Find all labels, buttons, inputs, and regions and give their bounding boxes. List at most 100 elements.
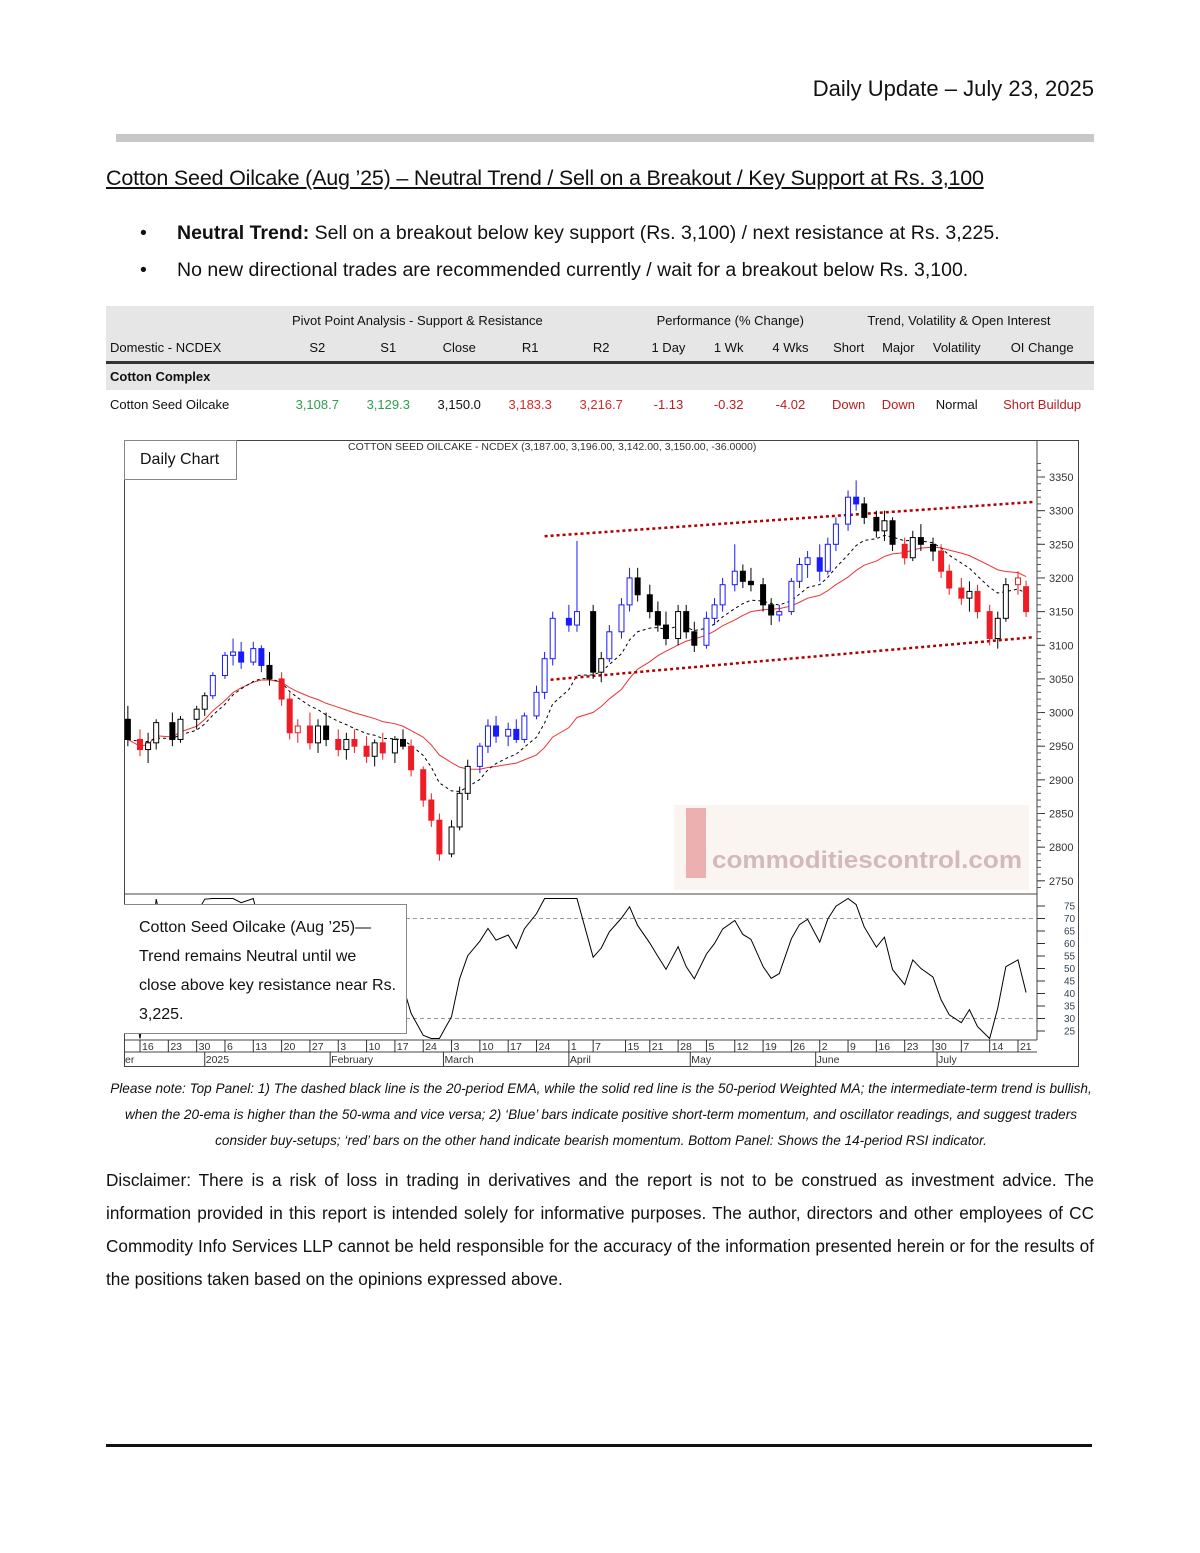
x-tick-label: 21 — [652, 1041, 664, 1053]
lower-text: Please note: Top Panel: 1) The dashed bl… — [106, 1076, 1096, 1296]
column-header: 1 Wk — [700, 334, 758, 364]
candle-body — [351, 738, 358, 747]
bullet-text: No new directional trades are recommende… — [177, 259, 969, 281]
candle-body — [824, 543, 831, 572]
candle-body — [994, 617, 1001, 640]
disclaimer: Disclaimer: There is a risk of loss in t… — [106, 1170, 1094, 1289]
x-tick-label: 19 — [765, 1041, 777, 1053]
candle — [853, 480, 860, 511]
candle — [230, 638, 237, 666]
candle-body — [974, 590, 981, 613]
table-cell: 3,183.3 — [508, 396, 552, 412]
x-tick-label: 16 — [878, 1041, 890, 1053]
candle — [768, 598, 775, 626]
candle — [1002, 577, 1009, 622]
candle — [958, 577, 965, 605]
candle — [1023, 580, 1030, 617]
candle-body — [675, 611, 682, 640]
candle — [250, 641, 257, 666]
bullet-bold: Neutral Trend: — [177, 222, 310, 244]
candle-body — [294, 725, 301, 734]
candle — [930, 537, 937, 562]
candle-body — [917, 537, 924, 545]
x-tick-label: 28 — [680, 1041, 692, 1053]
candle — [646, 584, 653, 619]
wma-line — [127, 546, 1027, 770]
trendline — [544, 635, 1035, 682]
rsi-tick-label: 65 — [1064, 927, 1076, 938]
candle — [711, 598, 718, 626]
candle — [901, 537, 908, 565]
candle — [796, 557, 803, 589]
x-tick-label: 24 — [539, 1041, 551, 1053]
candle-body — [363, 745, 370, 757]
candle-body — [335, 738, 342, 751]
candle-body — [986, 611, 993, 640]
candle-body — [230, 651, 237, 656]
candle-body — [177, 718, 184, 740]
month-label: June — [817, 1054, 840, 1066]
trendline — [544, 500, 1035, 538]
candle — [626, 567, 633, 612]
x-tick-label: 21 — [1020, 1041, 1032, 1053]
candle — [153, 719, 160, 750]
candle — [861, 497, 868, 525]
candle-body — [946, 570, 953, 589]
candle — [420, 766, 427, 807]
x-tick-label: 17 — [397, 1041, 409, 1053]
y-tick-label: 2850 — [1049, 809, 1073, 821]
candle-body — [399, 738, 406, 747]
x-tick-label: 5 — [708, 1041, 714, 1053]
candle-body — [343, 738, 350, 751]
candle-body — [456, 792, 463, 828]
candle — [994, 611, 1001, 649]
candle-body — [201, 695, 208, 710]
candle-body — [153, 722, 160, 744]
candle-body — [464, 765, 471, 794]
candle-body — [137, 738, 143, 751]
candle-body — [221, 654, 228, 677]
candle-body — [711, 604, 718, 619]
key-points-list: Neutral Trend: Sell on a breakout below … — [140, 222, 1000, 296]
candle — [739, 564, 746, 589]
candle-body — [258, 648, 265, 666]
candle — [169, 712, 176, 747]
y-tick-label: 3300 — [1049, 506, 1073, 518]
x-tick-label: 3 — [340, 1041, 346, 1053]
rsi-tick-label: 50 — [1064, 964, 1076, 975]
candle-body — [505, 728, 512, 737]
table-header-row: Domestic - NCDEX S2 S1 Close R1 R2 1 Day 1 Wk 4 … — [106, 334, 1094, 364]
table-cell: Short Buildup — [1003, 396, 1082, 412]
candle-body — [938, 550, 945, 572]
candle — [816, 544, 823, 582]
candle — [804, 551, 811, 578]
candle-body — [238, 651, 245, 663]
candle-body — [1002, 584, 1009, 619]
x-tick-label: 12 — [737, 1041, 749, 1053]
candle-body — [541, 658, 548, 693]
candle-body — [379, 742, 386, 754]
table-group-header: Pivot Point Analysis - Support & Resista… — [106, 306, 1094, 334]
rsi-tick-label: 55 — [1064, 952, 1076, 963]
column-header: 4 Wks — [757, 334, 824, 364]
candle-body — [804, 557, 811, 565]
candle-body — [549, 617, 556, 660]
table-cell: 3,150.0 — [437, 396, 481, 412]
rsi-tick-label: 40 — [1064, 989, 1076, 1000]
chart-caption: Please note: Top Panel: 1) The dashed bl… — [110, 1081, 1092, 1148]
candle-body — [760, 584, 767, 606]
candle-body — [315, 725, 322, 744]
bullet-text: Sell on a breakout below key support (Rs… — [309, 222, 1000, 244]
candle — [177, 715, 184, 743]
candle — [221, 651, 228, 679]
candle — [315, 719, 322, 753]
y-tick-label: 3350 — [1049, 472, 1073, 484]
candle — [238, 641, 245, 669]
group-trend: Trend, Volatility & Open Interest — [823, 306, 1094, 334]
watermark-logo: commoditiescontrol.com — [674, 805, 1029, 890]
x-tick-label: 15 — [628, 1041, 640, 1053]
candle — [917, 524, 924, 552]
candle — [505, 722, 512, 747]
candle — [938, 544, 945, 578]
x-tick-label: 24 — [425, 1041, 437, 1053]
